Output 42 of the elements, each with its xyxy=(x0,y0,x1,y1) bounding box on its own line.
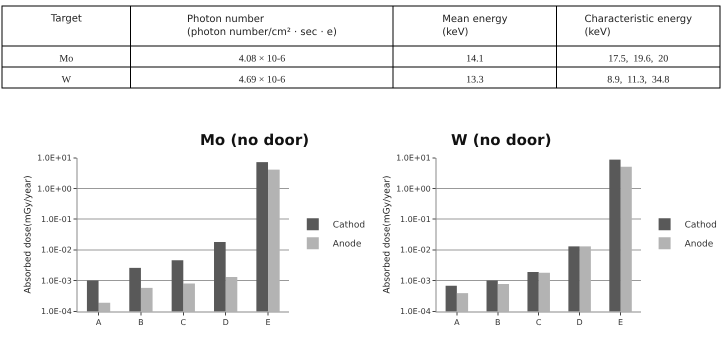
y-axis-title: Absorbed dose(mGy/year) xyxy=(23,175,34,294)
x-tick-label: C xyxy=(536,318,542,327)
text: Mo xyxy=(59,54,74,64)
chart-title: W (no door) xyxy=(451,131,552,149)
y-tick-label: 1.0E-02 xyxy=(400,246,431,255)
y-tick-label: 1.0E-04 xyxy=(40,307,72,316)
legend-label: Cathod xyxy=(332,220,366,231)
text: W xyxy=(62,74,72,86)
x-tick-label: E xyxy=(265,318,271,327)
x-tick-label: E xyxy=(618,318,624,327)
x-tick-label: B xyxy=(138,318,144,327)
text: 13.3 xyxy=(466,74,484,86)
y-axis-title: Absorbed dose(mGy/year) xyxy=(382,175,392,294)
text: 14.1 xyxy=(466,54,484,64)
x-tick-label: D xyxy=(576,318,583,327)
x-tick-label: C xyxy=(180,318,187,327)
y-tick-label: 1.0E-03 xyxy=(400,276,431,286)
y-tick-label: 1.0E-01 xyxy=(400,214,431,224)
text: Photon number (photon number/cm² · sec · e) xyxy=(186,14,337,38)
x-tick-label: A xyxy=(454,318,460,327)
y-tick-label: 1.0E+00 xyxy=(396,184,431,194)
chart-title: Mo (no door) xyxy=(200,131,310,149)
y-tick-label: 1.0E-03 xyxy=(40,276,72,286)
y-tick-label: 1.0E+01 xyxy=(37,154,72,163)
text: 4.69 × 10-6 xyxy=(238,74,286,86)
text: Target xyxy=(50,14,82,24)
legend-label: Cathod xyxy=(684,220,717,231)
text: 17.5, 19.6, 20 xyxy=(608,54,668,64)
y-tick-label: 1.0E-02 xyxy=(40,246,72,255)
legend-label: Anode xyxy=(684,240,714,250)
x-tick-label: A xyxy=(96,318,102,327)
text: 8.9, 11.3, 34.8 xyxy=(607,74,670,86)
y-tick-label: 1.0E-01 xyxy=(40,214,72,224)
text: Characteristic energy (keV) xyxy=(584,14,692,38)
y-tick-label: 1.0E+01 xyxy=(396,154,431,163)
text: Mean energy (keV) xyxy=(442,14,508,38)
y-tick-label: 1.0E+00 xyxy=(37,184,72,194)
x-tick-label: B xyxy=(495,318,501,327)
y-tick-label: 1.0E-04 xyxy=(400,307,431,316)
text: 4.08 × 10-6 xyxy=(238,54,286,64)
x-tick-label: D xyxy=(222,318,229,327)
legend-label: Anode xyxy=(332,240,362,250)
